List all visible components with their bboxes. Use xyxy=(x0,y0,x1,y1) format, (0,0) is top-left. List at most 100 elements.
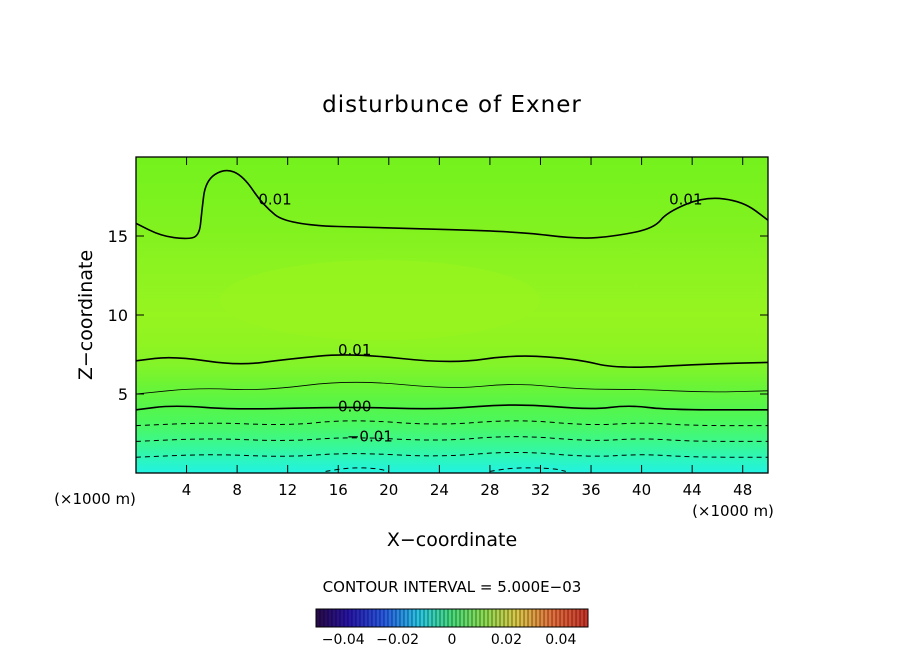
x-tick-label-10: 44 xyxy=(683,481,702,499)
contour-line-5 xyxy=(136,436,768,442)
contour-line-2 xyxy=(136,381,768,395)
colorbar-segment-36 xyxy=(460,609,465,627)
x-unit-label-right: (×1000 m) xyxy=(692,502,774,520)
x-tick-label-7: 32 xyxy=(531,481,550,499)
colorbar-segment-17 xyxy=(384,609,389,627)
y-tick-label-0: 5 xyxy=(118,385,128,404)
colorbar-tick-label-1: −0.02 xyxy=(376,632,419,648)
contour-labels: 0.01 0.01 0.01 0.00 −0.01 xyxy=(258,191,702,446)
colorbar-segment-5 xyxy=(336,609,341,627)
colorbar-segment-4 xyxy=(332,609,337,627)
colorbar-tick-label-0: −0.04 xyxy=(322,632,365,648)
colorbar-tick-label-4: 0.04 xyxy=(545,632,576,648)
colorbar-segment-11 xyxy=(360,609,365,627)
contour-label-3-0: 0.00 xyxy=(338,398,371,416)
x-tick-label-3: 16 xyxy=(329,481,348,499)
contour-line-1 xyxy=(136,354,768,368)
colorbar-segment-60 xyxy=(556,609,561,627)
colorbar-segment-40 xyxy=(476,609,481,627)
x-axis-ticks: 4 8 12 16 20 24 28 32 36 40 44 48 xyxy=(182,157,752,499)
colorbar-segment-41 xyxy=(480,609,485,627)
colorbar-segment-52 xyxy=(524,609,529,627)
chart-title: disturbunce of Exner xyxy=(322,92,582,118)
colorbar-segment-26 xyxy=(420,609,425,627)
colorbar-segment-44 xyxy=(492,609,497,627)
colorbar-segment-64 xyxy=(572,609,577,627)
colorbar-segment-9 xyxy=(352,609,357,627)
x-tick-label-9: 40 xyxy=(632,481,651,499)
contour-label-0-0: 0.01 xyxy=(258,191,291,209)
colorbar-segment-39 xyxy=(472,609,477,627)
contour-label-0-1: 0.01 xyxy=(669,191,702,209)
colorbar xyxy=(315,609,589,627)
colorbar-segment-24 xyxy=(412,609,417,627)
colorbar-segment-42 xyxy=(484,609,489,627)
colorbar-frame xyxy=(315,608,589,628)
colorbar-segment-37 xyxy=(464,609,469,627)
colorbar-segment-38 xyxy=(468,609,473,627)
colorbar-segment-22 xyxy=(404,609,409,627)
contour-label-5-0: −0.01 xyxy=(347,428,393,446)
colorbar-segment-1 xyxy=(320,609,325,627)
x-tick-label-4: 20 xyxy=(379,481,398,499)
colorbar-segment-13 xyxy=(368,609,373,627)
x-tick-label-8: 36 xyxy=(581,481,600,499)
y-axis-ticks: 5 10 15 xyxy=(108,227,768,404)
colorbar-segment-31 xyxy=(440,609,445,627)
contour-interval-text: CONTOUR INTERVAL = 5.000E−03 xyxy=(323,578,582,596)
colorbar-segment-35 xyxy=(456,609,461,627)
colorbar-segment-34 xyxy=(452,609,457,627)
colorbar-segment-61 xyxy=(560,609,565,627)
colorbar-segment-55 xyxy=(536,609,541,627)
colorbar-segment-46 xyxy=(500,609,505,627)
colorbar-segment-62 xyxy=(564,609,569,627)
colorbar-segment-27 xyxy=(424,609,429,627)
contour-line-7 xyxy=(325,467,389,472)
colorbar-segment-65 xyxy=(576,609,581,627)
field-highlight xyxy=(220,260,540,340)
x-tick-label-1: 8 xyxy=(232,481,242,499)
colorbar-segment-59 xyxy=(552,609,557,627)
colorbar-segment-49 xyxy=(512,609,517,627)
x-tick-label-0: 4 xyxy=(182,481,192,499)
colorbar-segment-0 xyxy=(316,609,321,627)
colorbar-tick-labels: −0.04 −0.02 0 0.02 0.04 xyxy=(322,632,577,648)
colorbar-segment-16 xyxy=(380,609,385,627)
x-axis-label: X−coordinate xyxy=(387,529,517,551)
x-tick-label-2: 12 xyxy=(278,481,297,499)
colorbar-segment-2 xyxy=(324,609,329,627)
x-unit-label-left: (×1000 m) xyxy=(54,490,136,508)
colorbar-segment-3 xyxy=(328,609,333,627)
colorbar-segment-47 xyxy=(504,609,509,627)
colorbar-segment-12 xyxy=(364,609,369,627)
x-tick-label-5: 24 xyxy=(430,481,449,499)
colorbar-segment-19 xyxy=(392,609,397,627)
colorbar-segment-21 xyxy=(400,609,405,627)
colorbar-segment-8 xyxy=(348,609,353,627)
colorbar-tick-label-2: 0 xyxy=(448,632,457,648)
contour-lines xyxy=(136,169,768,472)
x-tick-label-11: 48 xyxy=(733,481,752,499)
colorbar-segment-29 xyxy=(432,609,437,627)
colorbar-segment-54 xyxy=(532,609,537,627)
x-tick-label-6: 28 xyxy=(480,481,499,499)
contour-line-0 xyxy=(136,169,768,240)
contour-line-6 xyxy=(136,451,768,458)
colorbar-segment-57 xyxy=(544,609,549,627)
colorbar-segment-66 xyxy=(580,609,585,627)
colorbar-segment-23 xyxy=(408,609,413,627)
colorbar-segment-30 xyxy=(436,609,441,627)
colorbar-segment-28 xyxy=(428,609,433,627)
colorbar-segment-50 xyxy=(516,609,521,627)
y-axis-label: Z−coordinate xyxy=(75,250,97,380)
y-tick-label-1: 10 xyxy=(108,306,128,325)
colorbar-segment-14 xyxy=(372,609,377,627)
colorbar-segment-32 xyxy=(444,609,449,627)
colorbar-segment-33 xyxy=(448,609,453,627)
plot-area: 0.01 0.01 0.01 0.00 −0.01 xyxy=(135,156,769,474)
contour-line-8 xyxy=(489,467,566,472)
colorbar-segment-51 xyxy=(520,609,525,627)
colorbar-segment-45 xyxy=(496,609,501,627)
colorbar-segment-18 xyxy=(388,609,393,627)
